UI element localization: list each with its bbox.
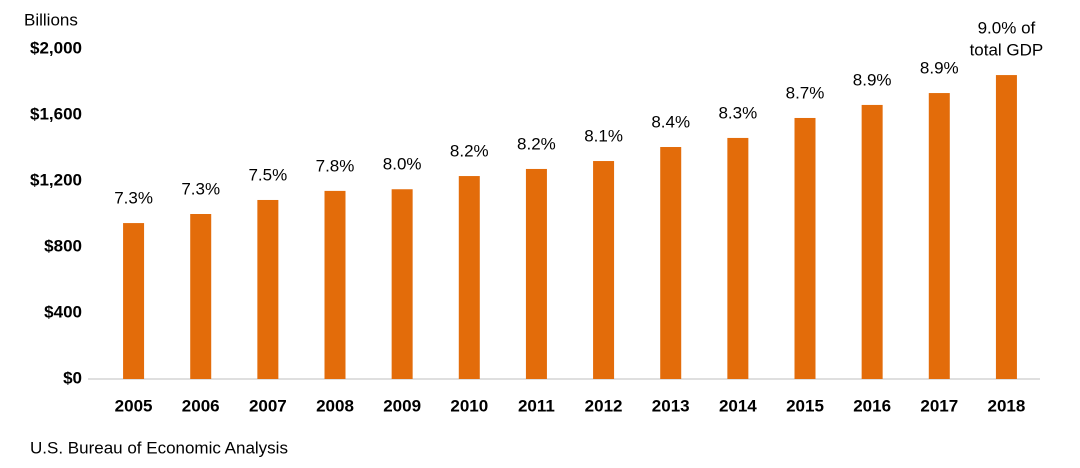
- bar: [794, 117, 816, 379]
- gdp-share-label: 8.1%: [584, 127, 623, 146]
- bar: [324, 190, 346, 379]
- gdp-share-label: 7.3%: [181, 179, 220, 198]
- bar: [928, 93, 950, 380]
- gdp-share-label: 8.3%: [718, 103, 757, 122]
- y-tick-label: $1,600: [30, 104, 82, 123]
- bar: [257, 199, 279, 379]
- bar: [995, 75, 1017, 379]
- x-tick-label: 2016: [853, 396, 891, 415]
- bar: [525, 168, 547, 379]
- y-axis-label: Billions: [24, 10, 78, 29]
- x-tick-label: 2005: [115, 396, 153, 415]
- source: U.S. Bureau of Economic Analysis: [30, 438, 288, 457]
- x-tick-label: 2008: [316, 396, 354, 415]
- x-tick-label: 2006: [182, 396, 220, 415]
- y-tick-label: $800: [44, 236, 82, 255]
- gdp-share-label: 7.3%: [114, 189, 153, 208]
- gdp-share-label: 7.5%: [248, 165, 287, 184]
- x-tick-label: 2012: [585, 396, 623, 415]
- gdp-share-label: 8.9%: [920, 59, 959, 78]
- bar: [391, 189, 413, 379]
- gdp-share-label: 9.0% of: [978, 19, 1036, 38]
- x-tick-label: 2017: [920, 396, 958, 415]
- y-tick-label: $1,200: [30, 170, 82, 189]
- y-tick-label: $400: [44, 302, 82, 321]
- x-tick-label: 2007: [249, 396, 287, 415]
- x-tick-label: 2013: [652, 396, 690, 415]
- y-tick-label: $0: [63, 368, 82, 387]
- bar: [593, 161, 615, 379]
- bar: [727, 137, 749, 379]
- x-tick-label: 2011: [518, 396, 555, 415]
- gdp-share-label: 8.2%: [517, 134, 556, 153]
- bar: [123, 223, 145, 379]
- x-tick-label: 2018: [988, 396, 1026, 415]
- bar: [660, 147, 682, 379]
- gdp-share-label: 8.9%: [853, 70, 892, 89]
- bar: [458, 176, 480, 379]
- gdp-share-label: 7.8%: [316, 156, 355, 175]
- gdp-share-label: 8.7%: [786, 83, 825, 102]
- x-tick-label: 2015: [786, 396, 824, 415]
- bar: [190, 214, 212, 379]
- x-tick-label: 2014: [719, 396, 757, 415]
- gdp-share-label: 8.2%: [450, 142, 489, 161]
- gdp-share-label: 8.4%: [651, 112, 690, 131]
- x-tick-label: 2010: [450, 396, 488, 415]
- x-tick-label: 2009: [383, 396, 421, 415]
- gdp-share-label: total GDP: [970, 41, 1044, 60]
- bar: [861, 104, 883, 379]
- gdp-share-label: 8.0%: [383, 155, 422, 174]
- y-tick-label: $2,000: [30, 38, 82, 57]
